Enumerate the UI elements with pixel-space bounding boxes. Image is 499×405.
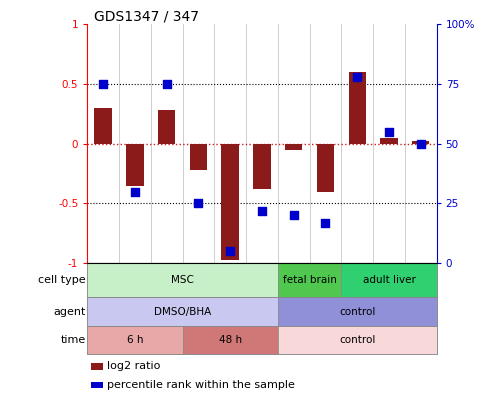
Point <box>258 207 266 214</box>
Point <box>353 74 361 80</box>
Text: cell type: cell type <box>38 275 86 285</box>
Bar <box>380 138 398 144</box>
Bar <box>87 263 278 297</box>
Point <box>226 248 234 254</box>
Text: DMSO/BHA: DMSO/BHA <box>154 307 211 317</box>
Bar <box>412 141 430 144</box>
Bar <box>341 263 437 297</box>
Bar <box>87 297 278 326</box>
Bar <box>183 326 278 354</box>
Point <box>417 141 425 147</box>
Bar <box>253 144 270 189</box>
Bar <box>285 144 302 150</box>
Bar <box>126 144 144 185</box>
Point <box>99 81 107 87</box>
Text: percentile rank within the sample: percentile rank within the sample <box>106 380 294 390</box>
Bar <box>91 382 103 388</box>
Point <box>163 81 171 87</box>
Bar <box>278 263 341 297</box>
Bar <box>87 326 183 354</box>
Bar <box>222 144 239 260</box>
Text: MSC: MSC <box>171 275 194 285</box>
Bar <box>91 363 103 370</box>
Text: GDS1347 / 347: GDS1347 / 347 <box>94 9 199 23</box>
Text: time: time <box>60 335 86 345</box>
Text: fetal brain: fetal brain <box>282 275 336 285</box>
Text: 48 h: 48 h <box>219 335 242 345</box>
Point <box>131 188 139 195</box>
Bar <box>158 110 176 144</box>
Bar <box>278 297 437 326</box>
Bar <box>94 108 112 144</box>
Point <box>195 200 203 207</box>
Bar <box>278 326 437 354</box>
Point <box>321 220 329 226</box>
Point <box>290 212 298 219</box>
Point <box>385 128 393 135</box>
Text: control: control <box>339 335 375 345</box>
Text: agent: agent <box>53 307 86 317</box>
Text: log2 ratio: log2 ratio <box>106 361 160 371</box>
Bar <box>190 144 207 170</box>
Text: adult liver: adult liver <box>363 275 416 285</box>
Text: control: control <box>339 307 375 317</box>
Bar <box>317 144 334 192</box>
Text: 6 h: 6 h <box>127 335 143 345</box>
Bar <box>348 72 366 144</box>
